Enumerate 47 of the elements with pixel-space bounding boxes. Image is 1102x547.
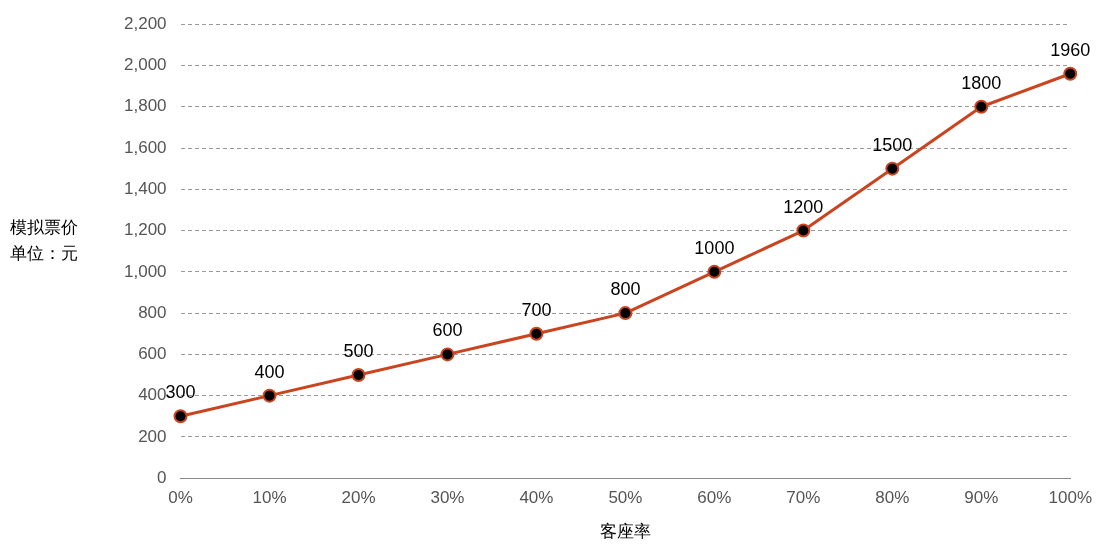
point (707, 264, 722, 279)
y-tick-label: 1,200 (123, 220, 167, 240)
data-label: 1960 (1050, 39, 1091, 60)
point (618, 306, 633, 321)
point (885, 161, 900, 176)
x-tick-label: 50% (608, 488, 643, 508)
x-tick-label: 30% (430, 488, 465, 508)
point (529, 326, 544, 341)
y-tick-label: 800 (138, 302, 167, 322)
y-tick-label: 0 (157, 467, 167, 487)
y-tick-label: 2,000 (123, 55, 167, 75)
x-axis-title: 客座率 (599, 522, 651, 542)
y-axis-title: 模拟票价单位：元 (10, 217, 78, 263)
x-tick-label: 80% (875, 488, 910, 508)
y-tick-label: 400 (138, 385, 167, 405)
x-tick-label: 0% (168, 488, 193, 508)
y-tick-label: 1,800 (123, 96, 167, 116)
data-label: 400 (254, 361, 285, 382)
y-tick-label: 2,200 (123, 13, 167, 33)
x-tick-label: 40% (519, 488, 554, 508)
x-tick-label: 100% (1048, 488, 1092, 508)
data-label: 1000 (694, 237, 735, 258)
x-tick-label: 20% (341, 488, 376, 508)
point (796, 223, 811, 238)
y-tick-label: 1,600 (123, 137, 167, 157)
x-tick-label: 90% (964, 488, 999, 508)
data-label: 300 (165, 382, 196, 403)
data-label: 600 (432, 320, 463, 341)
point (351, 368, 366, 383)
data-label: 1200 (783, 196, 824, 217)
y-tick-label: 200 (138, 426, 167, 446)
point (262, 388, 277, 403)
point (1063, 66, 1078, 81)
x-tick-label: 10% (252, 488, 287, 508)
data-label: 700 (521, 299, 552, 320)
point (974, 99, 989, 114)
point (173, 409, 188, 424)
data-label: 800 (610, 279, 641, 300)
y-tick-label: 1,000 (123, 261, 167, 281)
point (440, 347, 455, 362)
x-tick-label: 60% (697, 488, 732, 508)
y-tick-label: 1,400 (123, 178, 167, 198)
data-label: 1500 (872, 134, 913, 155)
data-label: 1800 (961, 72, 1002, 93)
x-tick-label: 70% (786, 488, 821, 508)
y-tick-label: 600 (138, 344, 167, 364)
data-label: 500 (343, 340, 374, 361)
